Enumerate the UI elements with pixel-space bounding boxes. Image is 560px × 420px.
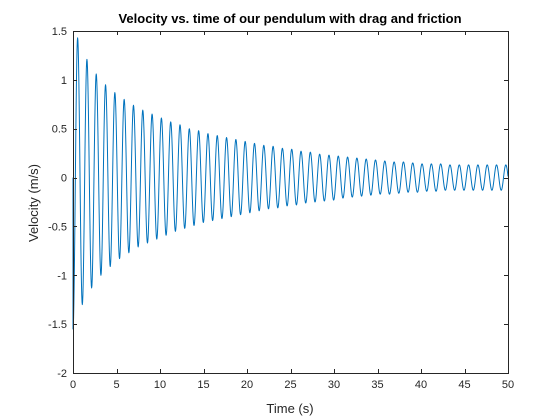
y-tick-label: 1.5	[52, 26, 67, 38]
x-tick-label: 10	[154, 379, 166, 391]
x-axis-ticks: 0 5 10 15 20 25 30 35 40 45 50	[70, 31, 514, 391]
x-tick-label: 50	[502, 379, 514, 391]
x-tick-label: 45	[458, 379, 470, 391]
x-tick-label: 0	[70, 379, 76, 391]
y-axis-label: Velocity (m/s)	[26, 164, 41, 242]
x-tick-label: 30	[328, 379, 340, 391]
y-tick-label: -2	[57, 368, 67, 380]
y-tick-label: 0.5	[52, 124, 67, 136]
y-tick-label: 1	[61, 75, 67, 87]
x-tick-label: 20	[241, 379, 253, 391]
velocity-series-line	[72, 37, 509, 330]
x-tick-label: 5	[113, 379, 119, 391]
y-tick-label: 0	[61, 173, 67, 185]
x-axis-label: Time (s)	[266, 401, 313, 416]
y-tick-label: -0.5	[48, 221, 67, 233]
x-tick-label: 15	[197, 379, 209, 391]
x-tick-label: 25	[284, 379, 296, 391]
x-tick-label: 40	[415, 379, 427, 391]
chart-title: Velocity vs. time of our pendulum with d…	[118, 11, 461, 26]
y-axis-ticks: -2 -1.5 -1 -0.5 0 0.5 1 1.5	[48, 26, 508, 380]
y-tick-label: -1.5	[48, 319, 67, 331]
y-tick-label: -1	[57, 270, 67, 282]
x-tick-label: 35	[371, 379, 383, 391]
